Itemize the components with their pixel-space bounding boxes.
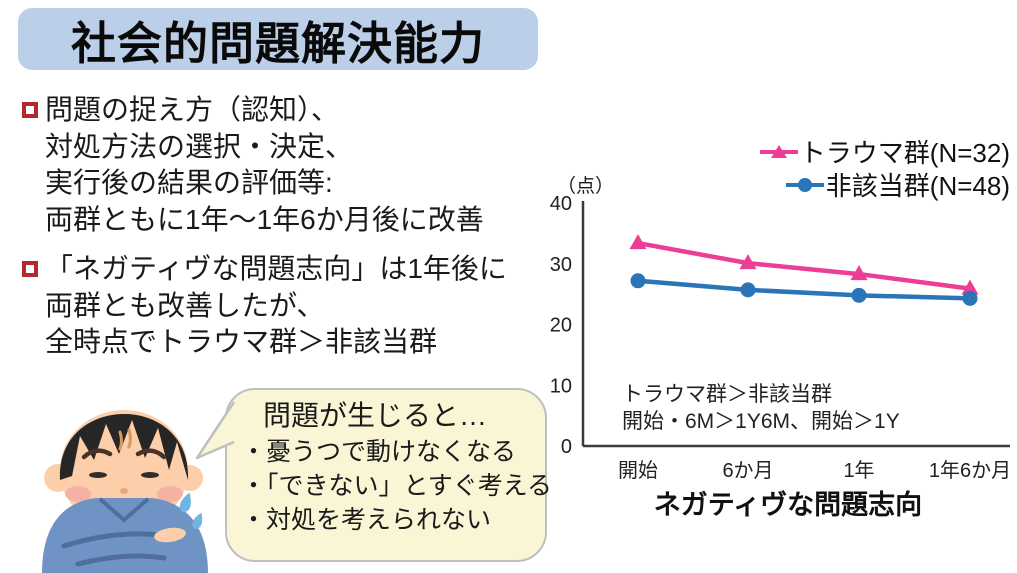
worry-lines [127, 428, 132, 449]
triangle-marker-icon [629, 234, 647, 250]
y-tick-label: 20 [550, 315, 572, 337]
boy-hand [154, 527, 186, 543]
worry-lines [118, 430, 123, 451]
circle-series-marker-icon [785, 177, 824, 193]
x-tick-label: 1年 [843, 459, 874, 482]
bubble-item-2: ・「できない」とすぐ考える [241, 472, 553, 500]
chart-legend: トラウマ群(N=32) 非該当群(N=48) [759, 137, 1010, 201]
y-axis-unit-label: （点） [557, 176, 615, 197]
triangle-marker-icon [850, 265, 868, 281]
y-tick-label: 10 [550, 375, 572, 397]
x-tick-label: 開始 [618, 459, 658, 482]
crossed-arms [75, 553, 167, 567]
triangle-series-marker-icon [759, 144, 798, 160]
boy-nose [120, 488, 128, 494]
bullet-2-line-2: 両群とも改善したが、 [45, 289, 325, 321]
triangle-marker-icon [739, 254, 757, 270]
circle-marker-icon [630, 273, 646, 289]
chart-svg: 0 10 20 30 40 開始 6か月 1年 1年6か月 トラウマ群＞非該当群開始・6M＞1Y6… [550, 193, 1011, 520]
boy-hair [59, 414, 189, 480]
circle-marker-icon [740, 282, 756, 298]
bullet-1-line-1: 問題の捉え方（認知）、 [45, 94, 340, 125]
bullet-1-line-2: 対処方法の選択・決定、 [45, 130, 354, 162]
circle-marker-icon [962, 290, 978, 306]
triangle-marker-icon [961, 279, 979, 295]
red-square-bullet-icon [22, 261, 38, 277]
chart-annotation-line: トラウマ群＞非該当群 [622, 383, 832, 406]
boy-eyebrow [81, 448, 113, 460]
chart-annotation-line: 開始・6M＞1Y6M、開始＞1Y [622, 410, 900, 433]
legend-row-trauma: トラウマ群(N=32) [759, 137, 1010, 168]
bullet-item-2: 「ネガティヴな問題志向」は1年後に 両群とも改善したが、 全時点でトラウマ群＞非… [20, 251, 550, 361]
bullet-item-1: 問題の捉え方（認知）、 対処方法の選択・決定、 実行後の結果の評価等: 両群とも… [20, 92, 550, 238]
sweat-drop-icon [179, 492, 191, 513]
blush [65, 486, 91, 502]
speech-bubble: 問題が生じると… ・憂うつで動けなくなる ・「できない」とすぐ考える ・対処を考… [225, 388, 553, 562]
bullet-list: 問題の捉え方（認知）、 対処方法の選択・決定、 実行後の結果の評価等: 両群とも… [20, 92, 550, 374]
y-tick-label: 40 [550, 193, 572, 215]
speech-bubble-tail [195, 401, 236, 460]
boy-eyebrow [135, 448, 167, 460]
boy-eye [141, 472, 159, 478]
worried-boy-illustration [42, 410, 208, 573]
x-tick-label: 6か月 [722, 460, 773, 482]
legend-row-control: 非該当群(N=48) [785, 170, 1010, 201]
slide-title-banner: 社会的問題解決能力 [18, 8, 538, 70]
bubble-item-1: ・憂うつで動けなくなる [241, 438, 517, 466]
bullet-1-line-4: 両群ともに1年～1年6か月後に改善 [45, 203, 484, 235]
bullet-1-line-3: 実行後の結果の評価等: [45, 167, 333, 198]
bubble-item-3: ・対処を考えられない [241, 506, 492, 534]
circle-marker-icon [851, 287, 867, 303]
legend-label: トラウマ群(N=32) [799, 138, 1010, 168]
shirt-collar [98, 497, 150, 523]
legend-label: 非該当群(N=48) [825, 171, 1010, 201]
y-tick-label: 0 [561, 436, 572, 458]
series-line-1 [637, 278, 971, 301]
boy-eye [89, 472, 107, 478]
slide-title: 社会的問題解決能力 [70, 17, 485, 69]
y-tick-label: 30 [550, 254, 572, 276]
blush [157, 486, 183, 502]
x-tick-label: 1年6か月 [929, 459, 1011, 482]
series-line-0 [637, 240, 971, 291]
bullet-2-line-3: 全時点でトラウマ群＞非該当群 [45, 326, 438, 357]
x-axis-title: ネガティヴな問題志向 [654, 489, 922, 520]
bubble-heading: 問題が生じると… [263, 400, 488, 431]
bullet-2-line-1: 「ネガティヴな問題志向」は1年後に [45, 253, 507, 284]
sweat-drop-icon [192, 512, 203, 530]
red-square-bullet-icon [22, 102, 38, 118]
